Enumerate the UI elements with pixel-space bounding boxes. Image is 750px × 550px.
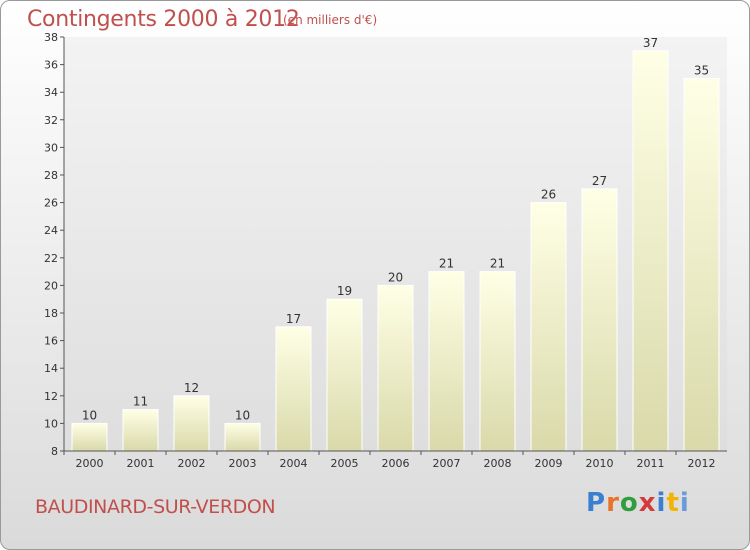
x-tick-label-2012: 2012	[688, 457, 716, 470]
y-tick-label: 36	[44, 59, 58, 72]
data-label-2004: 17	[286, 312, 301, 326]
data-label-2011: 37	[643, 36, 658, 50]
y-tick-label: 28	[44, 169, 58, 182]
x-tick-label-2000: 2000	[76, 457, 104, 470]
logo-letter: x	[638, 488, 657, 518]
data-label-2006: 20	[388, 270, 403, 284]
logo-letter: o	[619, 488, 639, 518]
bar-2001	[122, 409, 159, 452]
x-tick-label-2006: 2006	[382, 457, 410, 470]
data-label-2005: 19	[337, 284, 352, 298]
chart-title: Contingents 2000 à 2012	[27, 7, 300, 32]
logo-letter: P	[586, 488, 607, 518]
x-tick-label-2010: 2010	[586, 457, 614, 470]
bar-2011	[632, 50, 669, 452]
bar-2008	[479, 271, 516, 452]
logo-letter: t	[666, 488, 680, 518]
x-tick-label-2011: 2011	[637, 457, 665, 470]
y-tick-label: 14	[44, 362, 58, 375]
y-tick-label: 8	[51, 445, 58, 458]
data-label-2001: 11	[133, 395, 148, 409]
logo-letter: i	[679, 488, 690, 518]
data-label-2007: 21	[439, 257, 454, 271]
y-axis: 8 10 12 14 16 18 20 22 24 26 28 30 32 34 36 38	[44, 31, 65, 458]
bar-2012	[683, 77, 720, 452]
bars-group: 10 11 12 10 17 19 20 21 21 26 27 37 35	[71, 36, 720, 452]
data-label-2003: 10	[235, 408, 250, 422]
x-tick-label-2003: 2003	[229, 457, 257, 470]
y-tick-label: 22	[44, 252, 58, 265]
bar-2006	[377, 284, 414, 452]
x-tick-label-2001: 2001	[127, 457, 155, 470]
data-label-2012: 35	[694, 63, 709, 77]
x-tick-label-2004: 2004	[280, 457, 308, 470]
y-tick-label: 38	[44, 31, 58, 44]
y-tick-label: 34	[44, 86, 58, 99]
data-label-2010: 27	[592, 174, 607, 188]
x-tick-label-2002: 2002	[178, 457, 206, 470]
bar-2009	[530, 202, 567, 452]
data-label-2000: 10	[82, 408, 97, 422]
y-tick-label: 32	[44, 114, 58, 127]
bar-2000	[71, 422, 108, 452]
bar-2003	[224, 422, 261, 452]
x-tick-label-2005: 2005	[331, 457, 359, 470]
bar-2010	[581, 188, 618, 452]
x-axis: 2000 2001 2002 2003 2004 2005 2006 2007 2008 2009…	[63, 450, 727, 470]
proxiti-logo[interactable]: Proxiti	[586, 488, 690, 518]
y-tick-label: 12	[44, 390, 58, 403]
data-label-2009: 26	[541, 188, 556, 202]
x-tick-label-2009: 2009	[535, 457, 563, 470]
y-tick-label: 18	[44, 307, 58, 320]
bar-2005	[326, 298, 363, 452]
x-tick-label-2008: 2008	[484, 457, 512, 470]
y-tick-label: 16	[44, 335, 58, 348]
logo-letter: r	[606, 488, 620, 518]
data-label-2002: 12	[184, 381, 199, 395]
commune-name: BAUDINARD-SUR-VERDON	[35, 496, 276, 518]
y-tick-label: 20	[44, 279, 58, 292]
logo-letter: i	[656, 488, 667, 518]
chart-subtitle: (en milliers d'€)	[283, 13, 378, 27]
y-tick-label: 10	[44, 417, 58, 430]
data-label-2008: 21	[490, 257, 505, 271]
y-tick-label: 26	[44, 197, 58, 210]
x-tick-label-2007: 2007	[433, 457, 461, 470]
y-tick-label: 24	[44, 224, 58, 237]
bar-2002	[173, 395, 210, 452]
y-tick-label: 30	[44, 141, 58, 154]
bar-2004	[275, 326, 312, 452]
bar-2007	[428, 271, 465, 452]
